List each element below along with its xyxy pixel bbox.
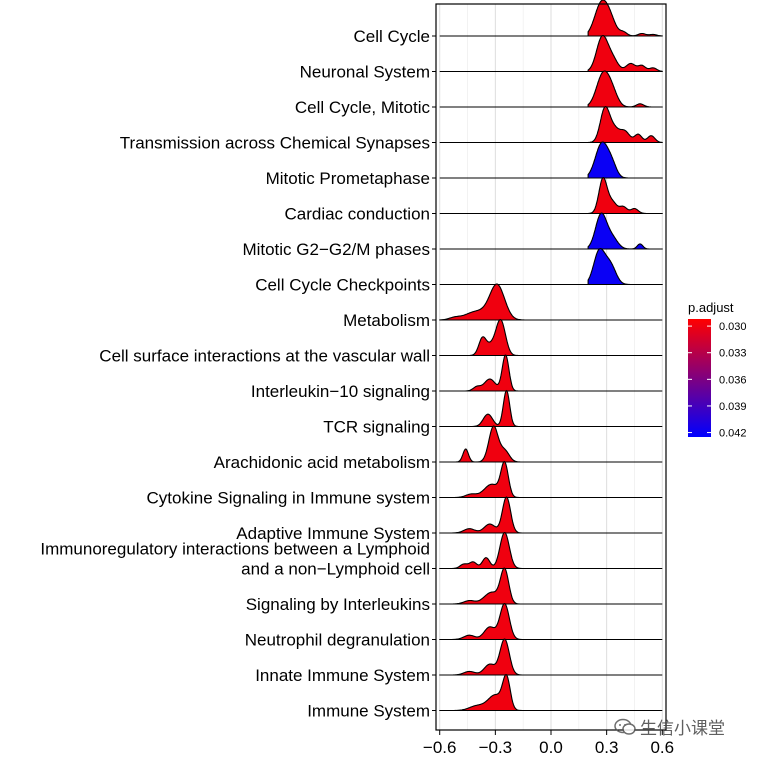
legend-title: p.adjust <box>688 300 734 315</box>
ridge-group <box>439 141 663 179</box>
y-axis-label: Transmission across Chemical Synapses <box>120 134 430 153</box>
ridge-density <box>587 141 663 179</box>
wechat-bubble-icon <box>614 718 636 735</box>
y-axis-label: Adaptive Immune System <box>236 524 430 543</box>
y-axis-label: Immune System <box>307 702 430 721</box>
y-axis-label: Cardiac conduction <box>284 205 430 224</box>
ridge-density <box>439 567 552 605</box>
legend: p.adjust 0.030 0.033 0.036 0.039 0.042 <box>688 300 747 440</box>
x-tick-label: −0.3 <box>479 738 513 757</box>
ridge-group <box>439 318 663 357</box>
ridge-group <box>439 176 663 215</box>
ridge-group <box>439 354 663 392</box>
y-axis-label: Innate Immune System <box>255 666 430 685</box>
y-axis-labels: Cell Cycle Neuronal System Cell Cycle, Mit… <box>40 27 436 721</box>
ridge-group <box>439 602 663 641</box>
y-axis-label: Cell Cycle, Mitotic <box>295 98 431 117</box>
x-tick-label: 0.3 <box>595 738 619 757</box>
ridge-density <box>587 176 663 215</box>
ridge-group <box>439 212 663 250</box>
ridge-density <box>439 318 552 357</box>
y-axis-label-line: Immunoregulatory interactions between a … <box>40 540 430 559</box>
ridge-group <box>439 0 663 37</box>
x-tick-label: 0.6 <box>650 738 674 757</box>
y-axis-label: Neutrophil degranulation <box>245 631 430 650</box>
y-axis-label: Signaling by Interleukins <box>246 595 430 614</box>
ridge-group <box>439 105 663 144</box>
legend-tick-label: 0.030 <box>719 321 747 333</box>
ridge-group <box>439 531 663 570</box>
ridge-group <box>439 673 663 712</box>
x-tick-label: −0.6 <box>423 738 457 757</box>
ridge-density <box>439 460 552 499</box>
ridge-group <box>439 638 663 676</box>
ridge-density <box>587 105 663 144</box>
y-axis-label: Metabolism <box>343 311 430 330</box>
y-axis-label: Cytokine Signaling in Immune system <box>147 489 430 508</box>
ridge-density <box>587 70 663 108</box>
ridge-group <box>439 460 663 499</box>
ridge-group <box>439 389 663 428</box>
ridge-density <box>439 283 552 321</box>
x-axis: −0.6 −0.3 0.0 0.3 0.6 <box>423 730 674 757</box>
ridge-group <box>439 425 663 463</box>
ridge-group <box>439 34 663 73</box>
ridge-density <box>439 496 552 534</box>
y-axis-label: Arachidonic acid metabolism <box>214 453 430 472</box>
x-tick-label: 0.0 <box>539 738 563 757</box>
legend-tick-label: 0.033 <box>719 348 747 360</box>
legend-tick-label: 0.039 <box>719 401 747 413</box>
y-axis-label: Mitotic Prometaphase <box>266 169 430 188</box>
ridge-group <box>439 247 663 286</box>
y-axis-label: Cell Cycle Checkpoints <box>255 276 430 295</box>
y-axis-label: Neuronal System <box>300 63 430 82</box>
y-axis-label: Cell Cycle <box>353 27 430 46</box>
ridge-group <box>439 283 663 321</box>
legend-colorbar <box>688 319 711 437</box>
grid-lines <box>439 4 663 730</box>
ridge-density <box>439 673 552 712</box>
y-axis-label: Mitotic G2−G2/M phases <box>242 240 430 259</box>
ridge-density <box>439 354 552 392</box>
ridge-density <box>439 531 552 570</box>
ridge-group <box>439 567 663 605</box>
ridges <box>439 0 663 712</box>
legend-ticks: 0.030 0.033 0.036 0.039 0.042 <box>688 321 747 440</box>
legend-tick-label: 0.036 <box>719 374 747 386</box>
y-axis-label: Interleukin−10 signaling <box>251 382 430 401</box>
ridge-group <box>439 70 663 108</box>
ridge-density <box>439 389 552 428</box>
watermark: 生信小课堂 <box>614 714 725 739</box>
y-axis-label-line: and a non−Lymphoid cell <box>241 560 430 579</box>
ridge-density <box>587 0 663 37</box>
y-axis-label: Cell surface interactions at the vascula… <box>99 347 430 366</box>
legend-tick-label: 0.042 <box>719 428 747 440</box>
y-axis-label: TCR signaling <box>323 418 430 437</box>
ridge-group <box>439 496 663 534</box>
ridge-density <box>439 602 552 641</box>
ridge-density <box>439 638 552 676</box>
ridge-density <box>439 425 552 463</box>
ridge-density <box>587 247 663 286</box>
ridge-density <box>587 212 663 250</box>
ridge-density <box>587 34 663 73</box>
watermark-text: 生信小课堂 <box>640 719 725 738</box>
